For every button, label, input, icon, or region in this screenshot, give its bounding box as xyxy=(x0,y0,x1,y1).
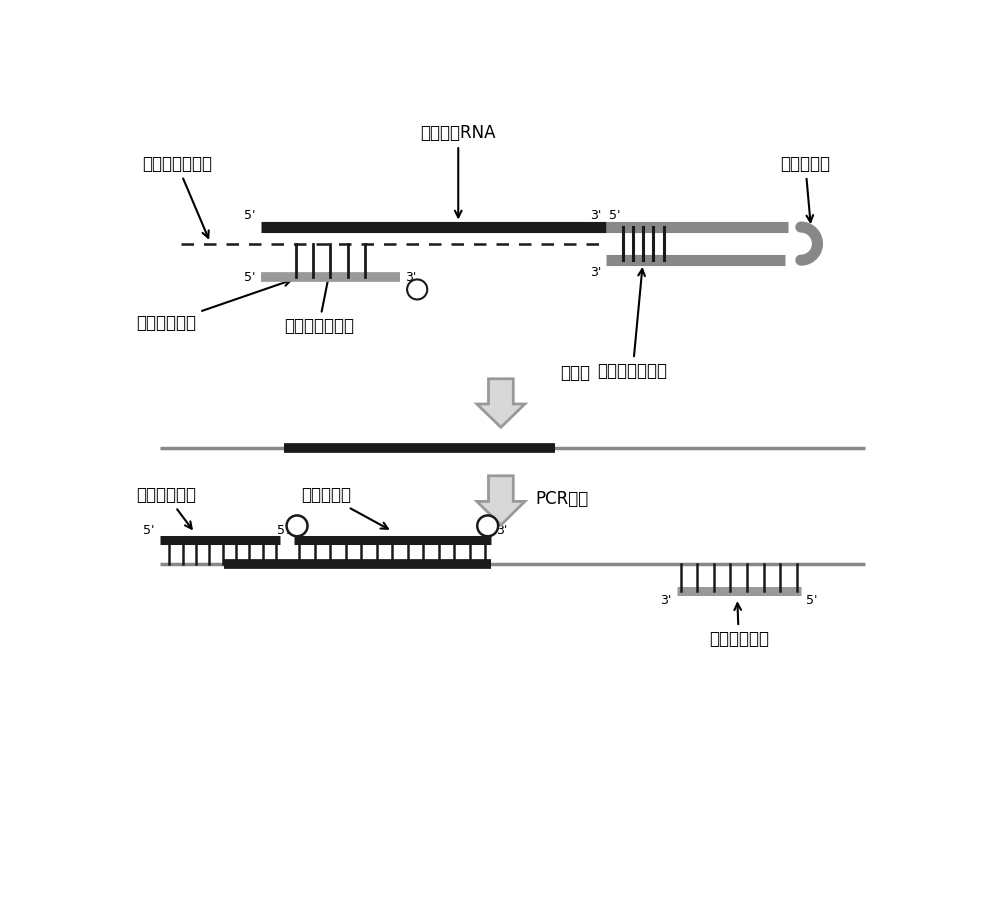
Text: 5': 5' xyxy=(277,524,289,536)
Text: 非编码小RNA: 非编码小RNA xyxy=(420,125,496,217)
Text: 5': 5' xyxy=(143,524,154,536)
Text: PCR检测: PCR检测 xyxy=(536,490,589,508)
Text: 3': 3' xyxy=(660,594,671,607)
Text: 3': 3' xyxy=(406,271,417,283)
Text: 逆转录引物: 逆转录引物 xyxy=(780,155,830,222)
Polygon shape xyxy=(477,379,525,427)
Text: 3': 3' xyxy=(285,524,297,536)
Text: 3': 3' xyxy=(590,266,602,280)
Circle shape xyxy=(407,280,427,300)
Text: 5': 5' xyxy=(806,594,818,607)
Text: 3': 3' xyxy=(590,209,602,222)
Text: 5': 5' xyxy=(244,271,255,283)
Text: F: F xyxy=(294,521,300,531)
Text: 特异性探针: 特异性探针 xyxy=(302,486,388,529)
Text: 5': 5' xyxy=(244,209,255,222)
Text: Q: Q xyxy=(484,521,492,531)
Text: 特异性结合序列: 特异性结合序列 xyxy=(598,269,668,380)
Text: 逆转录: 逆转录 xyxy=(561,364,591,382)
Circle shape xyxy=(477,515,498,536)
Text: 逆转录延伸引物: 逆转录延伸引物 xyxy=(142,155,212,238)
Text: 5': 5' xyxy=(609,209,621,222)
Text: 特异性结合序列: 特异性结合序列 xyxy=(284,273,354,336)
Circle shape xyxy=(287,515,308,536)
Text: P: P xyxy=(414,284,420,294)
Polygon shape xyxy=(477,476,525,525)
Text: 上游通用引物: 上游通用引物 xyxy=(137,486,197,529)
Text: 上游通用引物: 上游通用引物 xyxy=(137,280,291,332)
Text: 下游通用引物: 下游通用引物 xyxy=(709,603,769,647)
Text: 3': 3' xyxy=(496,524,508,536)
